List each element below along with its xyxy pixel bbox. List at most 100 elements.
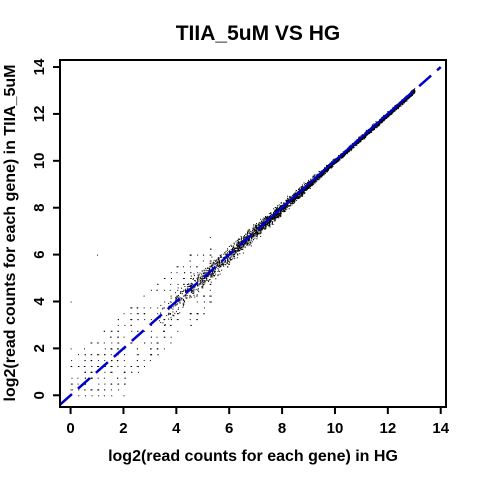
data-point xyxy=(175,299,177,301)
data-point xyxy=(241,238,243,239)
data-point xyxy=(362,137,364,139)
data-point xyxy=(293,203,295,204)
data-point xyxy=(183,298,184,300)
data-point xyxy=(318,178,320,180)
data-point xyxy=(333,158,335,160)
data-point xyxy=(367,132,369,134)
data-point xyxy=(238,248,240,250)
data-point xyxy=(299,196,301,198)
data-point xyxy=(318,177,320,178)
data-point xyxy=(245,233,246,235)
data-point xyxy=(241,246,243,248)
data-point xyxy=(323,174,325,176)
data-point xyxy=(299,188,301,190)
data-point xyxy=(177,303,179,305)
data-point xyxy=(179,301,181,303)
data-point xyxy=(340,157,342,159)
data-point xyxy=(217,261,219,263)
data-point xyxy=(392,111,394,113)
data-point xyxy=(329,162,331,164)
data-point xyxy=(231,245,233,247)
data-point xyxy=(168,314,170,316)
data-point xyxy=(217,265,218,267)
data-point xyxy=(371,129,372,131)
data-point xyxy=(292,200,294,202)
data-point xyxy=(211,266,213,268)
data-point xyxy=(261,221,262,223)
data-point xyxy=(301,194,303,195)
data-point xyxy=(307,182,309,184)
data-point xyxy=(252,229,254,231)
data-point xyxy=(313,175,315,177)
data-point xyxy=(243,236,245,238)
data-point xyxy=(226,262,228,264)
data-point xyxy=(289,196,290,198)
data-point xyxy=(240,246,242,248)
data-point xyxy=(275,208,277,210)
data-point xyxy=(184,286,186,287)
data-point xyxy=(215,270,216,272)
data-point xyxy=(245,237,247,239)
data-point xyxy=(189,297,191,299)
data-point xyxy=(242,248,244,250)
data-point xyxy=(209,269,210,271)
data-point xyxy=(238,238,240,240)
data-point xyxy=(234,250,236,252)
data-point xyxy=(402,102,404,104)
data-point xyxy=(252,239,254,241)
data-point xyxy=(224,261,226,263)
data-point xyxy=(228,260,230,262)
data-point xyxy=(265,219,267,221)
data-point xyxy=(285,210,287,212)
data-point xyxy=(202,287,204,289)
data-point xyxy=(305,190,307,192)
data-point xyxy=(197,281,199,283)
data-point xyxy=(358,142,360,144)
data-point xyxy=(265,227,267,229)
data-point xyxy=(198,291,200,293)
data-point xyxy=(218,264,220,266)
data-point xyxy=(220,262,222,264)
data-point xyxy=(256,229,258,231)
data-point xyxy=(189,284,191,286)
data-point xyxy=(208,275,210,277)
data-point xyxy=(248,244,250,246)
data-point xyxy=(218,265,220,267)
data-point xyxy=(228,258,230,260)
data-point xyxy=(204,272,206,274)
data-point xyxy=(353,147,355,148)
data-point xyxy=(345,154,347,155)
data-point xyxy=(385,117,387,118)
data-point xyxy=(281,210,283,212)
data-point xyxy=(207,270,209,272)
data-point xyxy=(283,202,285,204)
data-point xyxy=(269,224,271,226)
data-point xyxy=(258,232,260,234)
data-point xyxy=(216,265,218,267)
data-point xyxy=(169,313,171,315)
data-point xyxy=(246,233,248,235)
data-point xyxy=(236,245,238,247)
data-point xyxy=(308,188,310,189)
data-point xyxy=(230,248,232,250)
data-point xyxy=(277,207,279,209)
data-point xyxy=(277,205,279,206)
data-point xyxy=(293,194,295,196)
data-point xyxy=(172,315,174,317)
data-point xyxy=(261,228,263,230)
data-point xyxy=(301,193,303,195)
data-point xyxy=(216,262,218,264)
data-point xyxy=(269,222,270,224)
data-point xyxy=(180,291,182,293)
data-point xyxy=(324,173,326,174)
data-point xyxy=(290,205,292,207)
data-point xyxy=(218,262,220,264)
data-point xyxy=(204,280,206,282)
data-point xyxy=(225,264,227,266)
data-point xyxy=(252,235,254,237)
data-point xyxy=(242,244,244,246)
data-point xyxy=(193,287,195,289)
data-point xyxy=(414,91,415,93)
data-point xyxy=(287,197,288,199)
data-point xyxy=(215,260,216,262)
